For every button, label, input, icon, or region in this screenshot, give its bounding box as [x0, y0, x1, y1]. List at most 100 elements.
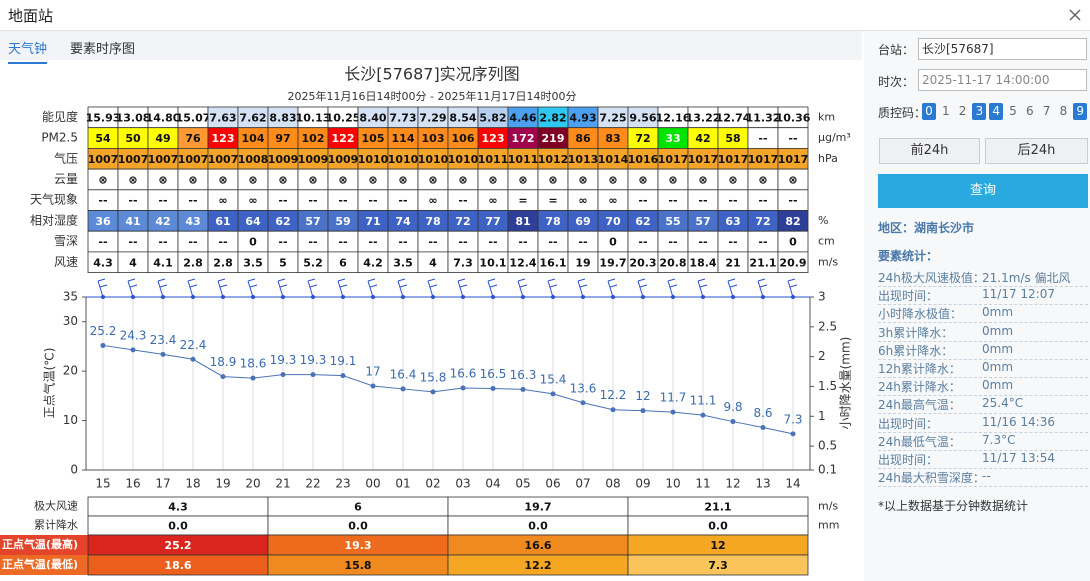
cell-value: 49 [155, 132, 170, 145]
query-button[interactable]: 查询 [878, 174, 1088, 208]
qc-code[interactable]: 5 [1009, 104, 1017, 118]
cell-value: 1014 [598, 153, 629, 166]
wind-barb [787, 278, 798, 298]
station-label: 台站： [878, 43, 915, 57]
cell-value: -- [308, 236, 317, 249]
cell-value: 70 [605, 215, 621, 228]
x-tick-label: 12 [725, 477, 740, 491]
cell-value: ⊗ [308, 173, 317, 186]
wind-barb [397, 278, 408, 298]
cell-value: = [548, 194, 557, 207]
stat-label: 3h累计降水： [878, 325, 954, 340]
stat-row: 24h最大积雪深度： -- [878, 469, 1088, 488]
cell-value: 1009 [298, 153, 329, 166]
row-label: 云量 [54, 172, 78, 186]
x-tick-label: 14 [785, 477, 800, 491]
data-label: 9.8 [723, 400, 742, 414]
cell-value: 20.3 [629, 256, 656, 269]
stat-value: 0mm [982, 378, 1014, 393]
cell-value: -- [338, 194, 347, 207]
cell-value: 7.3 [453, 256, 473, 269]
cell-value: -- [188, 194, 197, 207]
cell-value: ∞ [608, 194, 617, 207]
cell-value: ∞ [428, 194, 437, 207]
tab[interactable]: 要素时序图 [70, 42, 136, 57]
cell-value: 1009 [328, 153, 359, 166]
next-button[interactable]: 后24h [985, 138, 1088, 164]
qc-code[interactable]: 8 [1059, 104, 1068, 118]
x-tick-label: 07 [575, 477, 590, 491]
cell-value: ⊗ [548, 173, 557, 186]
cell-value: ⊗ [638, 173, 647, 186]
temperature-point [400, 386, 406, 392]
qc-code[interactable]: 2 [958, 104, 967, 118]
qc-code[interactable]: 6 [1025, 104, 1034, 118]
cell-value: 81 [515, 215, 530, 228]
temperature-point [130, 347, 136, 353]
time-input[interactable]: 2025-11-17 14:00:00 [918, 69, 1087, 91]
summary-value: 0.0 [348, 520, 368, 533]
tab[interactable]: 天气钟 [8, 38, 48, 64]
wind-barb [337, 278, 348, 298]
cell-value: 78 [545, 215, 560, 228]
stat-value: 7.3°C [982, 432, 1016, 447]
cell-value: -- [758, 194, 767, 207]
data-label: 17 [365, 364, 380, 378]
y2-tick-label: 0.1 [818, 463, 837, 477]
cell-value: 63 [725, 215, 740, 228]
stat-label: 6h累计降水： [878, 343, 954, 358]
data-label: 19.3 [300, 353, 327, 367]
chart-subtitle: 2025年11月16日14时00分 - 2025年11月17日14时00分 [288, 89, 577, 103]
station-input[interactable]: 长沙[57687] [918, 38, 1087, 60]
cell-value: 2.8 [213, 256, 233, 269]
x-tick-label: 13 [755, 477, 770, 491]
cell-value: 7.73 [389, 111, 416, 124]
cell-value: 42 [155, 215, 170, 228]
cell-value: 74 [395, 215, 411, 228]
prev-button[interactable]: 前24h [879, 138, 980, 164]
data-label: 13.6 [570, 381, 597, 395]
stat-value: 0mm [982, 341, 1014, 356]
qc-code[interactable]: 3 [972, 103, 987, 120]
row-unit: km [818, 110, 835, 123]
wind-barb [277, 278, 288, 298]
stat-row: 12h累计降水： 0mm [878, 360, 1088, 378]
x-tick-label: 19 [215, 477, 230, 491]
temperature-point [730, 419, 736, 425]
cell-value: 41 [125, 215, 140, 228]
cell-value: -- [728, 236, 737, 249]
summary-label: 正点气温(最低) [2, 557, 78, 571]
summary-value: 6 [354, 501, 362, 514]
stat-row: 24h极大风速极值： 21.1m/s 偏北风 [878, 269, 1088, 287]
data-label: 19.3 [270, 353, 297, 367]
qc-code[interactable]: 0 [922, 103, 936, 120]
temperature-point [190, 356, 196, 362]
qc-code[interactable]: 1 [941, 104, 950, 118]
temperature-point [520, 386, 526, 392]
cell-value: 10.36 [776, 111, 811, 124]
cell-value: 5.82 [479, 111, 506, 124]
qc-code[interactable]: 9 [1073, 103, 1088, 120]
qc-code[interactable]: 7 [1042, 104, 1051, 118]
data-label: 19.1 [330, 354, 357, 368]
region: 地区：湖南长沙市 [878, 221, 975, 235]
summary-value: 19.7 [524, 501, 551, 514]
qc-code[interactable]: 4 [989, 103, 1004, 120]
summary-label: 累计降水 [34, 518, 78, 532]
stat-label: 出现时间： [878, 453, 939, 467]
cell-value: 1008 [238, 153, 269, 166]
cell-value: ⊗ [728, 173, 737, 186]
stat-label: 小时降水极值： [878, 307, 963, 322]
x-tick-label: 11 [695, 477, 710, 491]
summary-value: 19.3 [344, 539, 371, 552]
close-button[interactable] [1068, 8, 1082, 22]
data-label: 18.9 [210, 355, 237, 369]
data-label: 18.6 [240, 357, 267, 371]
x-tick-label: 06 [545, 477, 560, 491]
data-label: 16.6 [450, 366, 477, 380]
cell-value: ∞ [248, 194, 257, 207]
data-label: 12.2 [600, 388, 627, 402]
data-label: 15.8 [420, 370, 447, 384]
cell-value: 82 [785, 215, 800, 228]
cell-value: 0 [789, 236, 797, 249]
